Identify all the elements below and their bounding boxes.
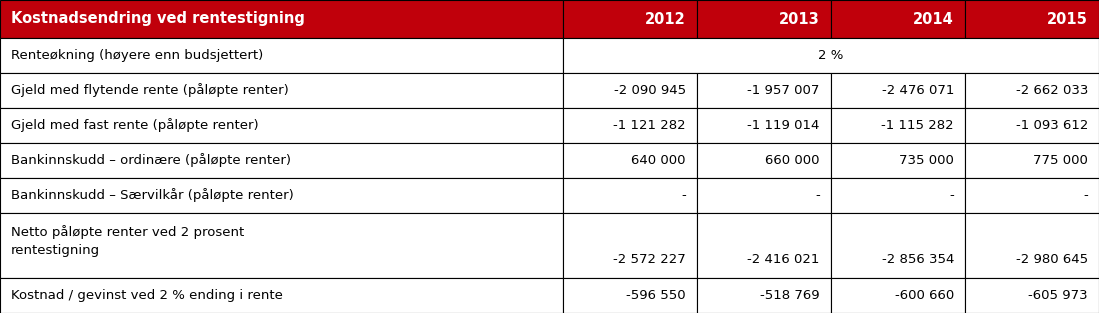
Text: Gjeld med flytende rente (påløpte renter): Gjeld med flytende rente (påløpte renter… xyxy=(11,84,289,97)
Text: 640 000: 640 000 xyxy=(631,154,686,167)
Text: -1 121 282: -1 121 282 xyxy=(613,119,686,132)
Text: Renteøkning (høyere enn budsjettert): Renteøkning (høyere enn budsjettert) xyxy=(11,49,264,62)
Text: Bankinnskudd – ordinære (påløpte renter): Bankinnskudd – ordinære (påløpte renter) xyxy=(11,153,291,167)
Text: -2 476 071: -2 476 071 xyxy=(881,84,954,97)
Bar xyxy=(0,73,563,108)
Bar xyxy=(563,73,697,108)
Text: -2 856 354: -2 856 354 xyxy=(881,253,954,266)
Bar xyxy=(831,213,965,278)
Bar xyxy=(697,0,831,38)
Text: Gjeld med fast rente (påløpte renter): Gjeld med fast rente (påløpte renter) xyxy=(11,119,258,132)
Text: 775 000: 775 000 xyxy=(1033,154,1088,167)
Bar xyxy=(0,143,563,178)
Text: 660 000: 660 000 xyxy=(765,154,820,167)
Bar xyxy=(965,178,1099,213)
Bar xyxy=(697,178,831,213)
Bar xyxy=(965,143,1099,178)
Text: -: - xyxy=(681,189,686,202)
Text: -600 660: -600 660 xyxy=(895,289,954,302)
Text: -2 980 645: -2 980 645 xyxy=(1015,253,1088,266)
Text: -1 115 282: -1 115 282 xyxy=(881,119,954,132)
Bar xyxy=(965,213,1099,278)
Bar xyxy=(831,143,965,178)
Text: -2 662 033: -2 662 033 xyxy=(1015,84,1088,97)
Text: -2 416 021: -2 416 021 xyxy=(747,253,820,266)
Bar xyxy=(697,213,831,278)
Text: Netto påløpte renter ved 2 prosent
rentestigning: Netto påløpte renter ved 2 prosent rente… xyxy=(11,225,244,257)
Text: Kostnad / gevinst ved 2 % ending i rente: Kostnad / gevinst ved 2 % ending i rente xyxy=(11,289,282,302)
Bar xyxy=(831,178,965,213)
Bar xyxy=(697,278,831,313)
Bar xyxy=(831,108,965,143)
Bar xyxy=(563,108,697,143)
Bar xyxy=(0,38,563,73)
Text: -1 119 014: -1 119 014 xyxy=(747,119,820,132)
Bar xyxy=(0,108,563,143)
Bar xyxy=(697,108,831,143)
Text: Kostnadsendring ved rentestigning: Kostnadsendring ved rentestigning xyxy=(11,12,304,27)
Bar xyxy=(0,0,563,38)
Bar xyxy=(563,213,697,278)
Text: -: - xyxy=(815,189,820,202)
Text: 735 000: 735 000 xyxy=(899,154,954,167)
Text: 2 %: 2 % xyxy=(818,49,844,62)
Text: Bankinnskudd – Særvilkår (påløpte renter): Bankinnskudd – Særvilkår (påløpte renter… xyxy=(11,188,293,203)
Bar xyxy=(563,0,697,38)
Text: 2014: 2014 xyxy=(913,12,954,27)
Bar xyxy=(831,0,965,38)
Text: -596 550: -596 550 xyxy=(626,289,686,302)
Text: -1 957 007: -1 957 007 xyxy=(747,84,820,97)
Text: -605 973: -605 973 xyxy=(1029,289,1088,302)
Bar xyxy=(563,278,697,313)
Bar xyxy=(697,73,831,108)
Bar xyxy=(831,73,965,108)
Bar xyxy=(0,178,563,213)
Bar xyxy=(563,38,1099,73)
Bar xyxy=(563,178,697,213)
Bar xyxy=(965,108,1099,143)
Text: -1 093 612: -1 093 612 xyxy=(1015,119,1088,132)
Text: -: - xyxy=(1084,189,1088,202)
Text: -2 572 227: -2 572 227 xyxy=(613,253,686,266)
Bar xyxy=(965,73,1099,108)
Text: -518 769: -518 769 xyxy=(761,289,820,302)
Bar xyxy=(965,0,1099,38)
Bar xyxy=(563,143,697,178)
Bar xyxy=(0,278,563,313)
Text: 2012: 2012 xyxy=(645,12,686,27)
Bar xyxy=(697,143,831,178)
Text: 2013: 2013 xyxy=(779,12,820,27)
Text: -2 090 945: -2 090 945 xyxy=(613,84,686,97)
Bar xyxy=(965,278,1099,313)
Bar xyxy=(831,278,965,313)
Bar xyxy=(0,213,563,278)
Text: -: - xyxy=(950,189,954,202)
Text: 2015: 2015 xyxy=(1047,12,1088,27)
